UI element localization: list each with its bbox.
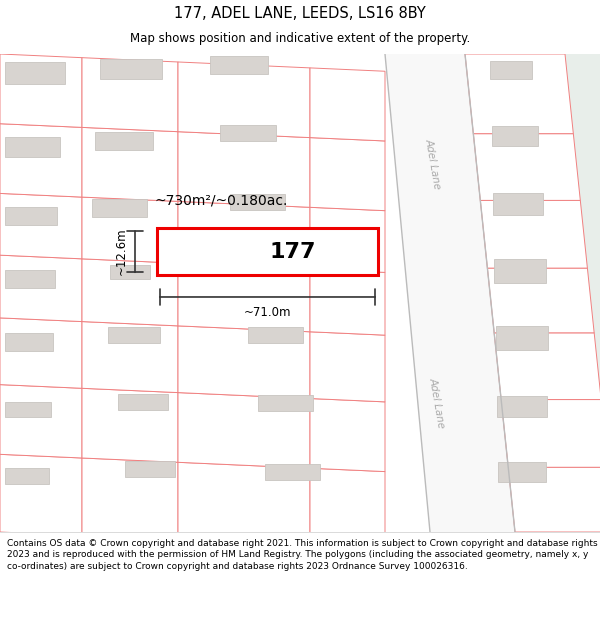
Polygon shape — [494, 333, 600, 399]
Bar — [5, 333, 53, 351]
Bar — [496, 326, 548, 350]
Polygon shape — [178, 62, 310, 138]
Polygon shape — [508, 468, 600, 532]
Polygon shape — [178, 326, 310, 399]
Polygon shape — [178, 263, 310, 332]
Text: Adel Lane: Adel Lane — [424, 138, 442, 190]
Text: ~12.6m: ~12.6m — [115, 228, 128, 276]
Bar — [5, 137, 60, 157]
Polygon shape — [473, 134, 580, 201]
Bar — [5, 62, 65, 84]
Bar — [5, 401, 51, 418]
Polygon shape — [82, 259, 178, 326]
Bar — [92, 199, 147, 217]
Text: 177: 177 — [269, 242, 316, 262]
Polygon shape — [82, 58, 178, 132]
Polygon shape — [0, 54, 82, 128]
Bar — [100, 59, 162, 79]
Bar — [265, 464, 320, 480]
Polygon shape — [0, 124, 82, 197]
Text: ~71.0m: ~71.0m — [244, 306, 291, 319]
Polygon shape — [310, 68, 385, 141]
Polygon shape — [465, 54, 600, 532]
Polygon shape — [82, 197, 178, 263]
Bar — [497, 396, 547, 418]
Polygon shape — [310, 208, 385, 272]
Polygon shape — [310, 269, 385, 335]
Text: 177, ADEL LANE, LEEDS, LS16 8BY: 177, ADEL LANE, LEEDS, LS16 8BY — [174, 6, 426, 21]
Polygon shape — [310, 332, 385, 402]
Bar — [494, 259, 546, 283]
Text: Map shows position and indicative extent of the property.: Map shows position and indicative extent… — [130, 32, 470, 46]
Bar — [95, 132, 153, 149]
Bar — [498, 462, 546, 482]
Bar — [118, 394, 168, 409]
Polygon shape — [487, 268, 594, 333]
Bar — [210, 56, 268, 74]
Bar — [492, 126, 538, 146]
Polygon shape — [82, 458, 178, 540]
Bar — [248, 327, 303, 342]
Polygon shape — [178, 132, 310, 208]
Bar — [493, 193, 543, 216]
Text: ~730m²/~0.180ac.: ~730m²/~0.180ac. — [155, 193, 289, 208]
Polygon shape — [310, 138, 385, 211]
Bar — [230, 194, 285, 211]
Text: Adel Lane: Adel Lane — [428, 376, 446, 429]
Polygon shape — [178, 201, 310, 269]
Polygon shape — [0, 255, 82, 322]
Polygon shape — [310, 399, 385, 472]
Bar — [5, 270, 55, 288]
Text: Contains OS data © Crown copyright and database right 2021. This information is : Contains OS data © Crown copyright and d… — [7, 539, 598, 571]
Polygon shape — [82, 127, 178, 201]
Polygon shape — [82, 388, 178, 462]
Polygon shape — [178, 392, 310, 468]
Bar — [5, 468, 49, 484]
Polygon shape — [0, 384, 82, 458]
Bar — [5, 208, 57, 225]
Polygon shape — [385, 54, 515, 532]
Bar — [110, 265, 150, 279]
Bar — [220, 125, 276, 141]
Bar — [258, 394, 313, 411]
Polygon shape — [82, 322, 178, 392]
Polygon shape — [0, 454, 82, 536]
Polygon shape — [0, 193, 82, 259]
Bar — [490, 61, 532, 79]
Polygon shape — [310, 468, 385, 549]
Bar — [157, 228, 378, 275]
Polygon shape — [501, 399, 600, 468]
Bar — [108, 327, 160, 342]
Polygon shape — [0, 318, 82, 388]
Bar — [125, 461, 175, 478]
Polygon shape — [465, 54, 574, 134]
Polygon shape — [178, 462, 310, 546]
Polygon shape — [481, 201, 587, 268]
